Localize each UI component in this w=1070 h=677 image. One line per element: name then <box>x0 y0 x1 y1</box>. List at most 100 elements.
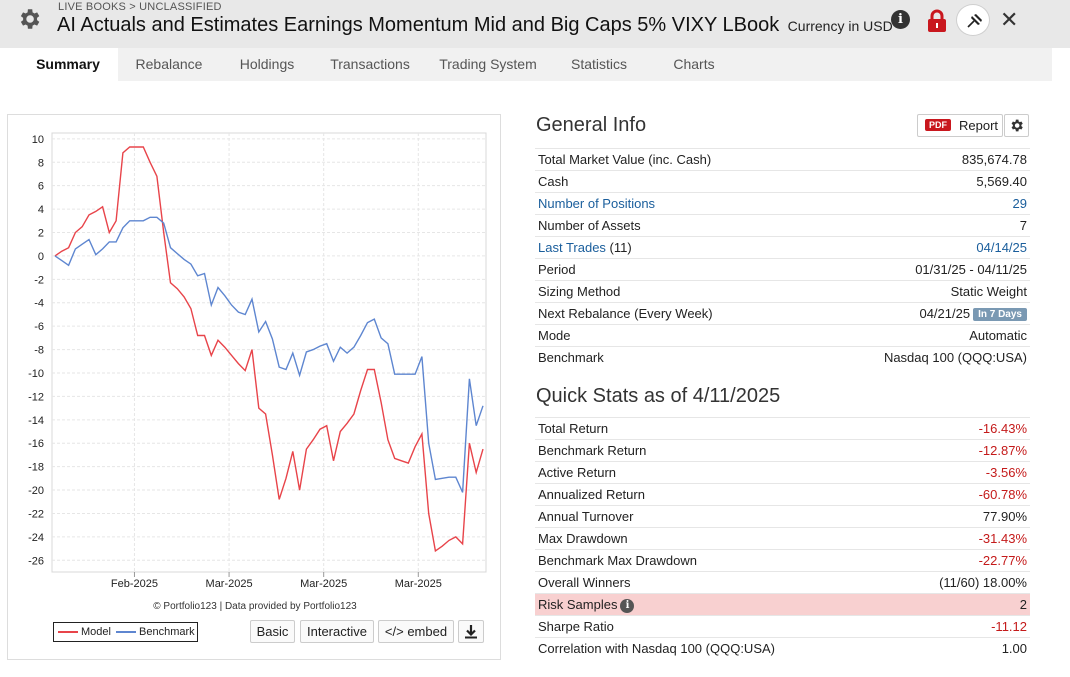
series-line-model <box>54 146 484 553</box>
x-tick-label: Mar-2025 <box>395 578 442 590</box>
interactive-button[interactable]: Interactive <box>300 620 374 643</box>
x-tick-label: Mar-2025 <box>300 578 347 590</box>
chart-credit: © Portfolio123 | Data provided by Portfo… <box>153 601 357 612</box>
currency-label: Currency in USD <box>787 18 893 34</box>
stat-value: 2 <box>891 593 1030 616</box>
breadcrumb[interactable]: LIVE BOOKS > UNCLASSIFIED <box>58 1 222 13</box>
report-settings-button[interactable] <box>1004 114 1029 137</box>
days-badge: In 7 Days <box>973 308 1027 321</box>
page-header: LIVE BOOKS > UNCLASSIFIED AI Actuals and… <box>0 0 1070 48</box>
performance-chart-panel: 10 8 6 4 2 0 -2 -4 -6 -8 -10 -12 -14 -16 -18 -20 -22 -24 -… <box>7 114 501 660</box>
info-row-benchmark: Benchmark Nasdaq 100 (QQQ:USA) <box>535 346 1030 368</box>
tab-bar: Summary Rebalance Holdings Transactions … <box>18 48 1052 81</box>
stat-label: Active Return <box>535 461 892 484</box>
stat-row-max-drawdown: Max Drawdown -31.43% <box>535 527 1030 550</box>
report-label: Report <box>959 118 999 133</box>
last-trades-date-link[interactable]: 04/14/25 <box>806 236 1030 259</box>
info-icon[interactable]: i <box>891 10 910 29</box>
tab-trading-system[interactable]: Trading System <box>439 56 537 72</box>
x-tick-label: Mar-2025 <box>206 578 253 590</box>
stat-label: Benchmark Max Drawdown <box>535 549 892 572</box>
info-row-sizing: Sizing Method Static Weight <box>535 280 1030 303</box>
info-row-last-trades: Last Trades (11) 04/14/25 <box>535 236 1030 259</box>
general-info-title: General Info <box>536 114 647 136</box>
stat-row-overall-winners: Overall Winners (11/60) 18.00% <box>535 571 1030 594</box>
stat-row-benchmark-max-drawdown: Benchmark Max Drawdown -22.77% <box>535 549 1030 572</box>
gear-icon[interactable] <box>16 6 42 32</box>
last-trades-count: (11) <box>605 240 632 255</box>
info-row-positions: Number of Positions 29 <box>535 192 1030 215</box>
chart-legend: Model Benchmark <box>53 622 198 642</box>
info-icon[interactable]: i <box>620 598 635 613</box>
stat-row-annual-turnover: Annual Turnover 77.90% <box>535 505 1030 528</box>
y-tick-label: 2 <box>38 228 44 240</box>
download-button[interactable] <box>458 620 484 643</box>
series-line-benchmark <box>54 216 484 493</box>
pdf-report-button[interactable]: PDF Report <box>917 114 1003 137</box>
x-tick-label: Feb-2025 <box>111 578 158 590</box>
tab-statistics[interactable]: Statistics <box>570 56 627 72</box>
page-title: AI Actuals and Estimates Earnings Moment… <box>57 14 780 36</box>
stat-row-total-return: Total Return -16.43% <box>535 417 1030 440</box>
settings-gear-icon <box>1011 119 1023 132</box>
tab-summary[interactable]: Summary <box>18 48 118 81</box>
info-label: Number of Assets <box>535 214 807 237</box>
y-tick-label: 10 <box>32 134 44 146</box>
stat-row-annualized-return: Annualized Return -60.78% <box>535 483 1030 506</box>
info-label: Sizing Method <box>535 280 807 303</box>
stat-label: Correlation with Nasdaq 100 (QQQ:USA) <box>535 637 892 659</box>
lock-icon[interactable] <box>926 9 948 33</box>
title-row: AI Actuals and Estimates Earnings Moment… <box>57 14 893 37</box>
legend-item-benchmark[interactable]: Benchmark <box>116 626 195 638</box>
y-tick-label: -14 <box>28 415 44 427</box>
info-row-market-value: Total Market Value (inc. Cash) 835,674.78 <box>535 148 1030 171</box>
info-label-last-trades: Last Trades (11) <box>535 236 807 259</box>
tab-charts[interactable]: Charts <box>673 56 715 72</box>
stat-value: -11.12 <box>891 615 1030 638</box>
legend-swatch-model <box>58 631 78 634</box>
info-label: Mode <box>535 324 807 347</box>
y-tick-label: -6 <box>34 321 44 333</box>
plot-frame <box>51 132 487 573</box>
last-trades-link[interactable]: Last Trades <box>538 240 606 255</box>
info-row-next-rebalance: Next Rebalance (Every Week) 04/21/25 In 7 … <box>535 302 1030 325</box>
info-value: 835,674.78 <box>806 148 1030 171</box>
stat-value: 1.00 <box>891 637 1030 659</box>
tab-rebalance[interactable]: Rebalance <box>135 56 203 72</box>
stat-value: (11/60) 18.00% <box>891 571 1030 594</box>
basic-button[interactable]: Basic <box>250 620 295 643</box>
pin-button[interactable] <box>956 4 990 36</box>
tab-holdings[interactable]: Holdings <box>239 56 295 72</box>
stat-value: -31.43% <box>891 527 1030 550</box>
info-value: 5,569.40 <box>806 170 1030 193</box>
y-tick-label: 4 <box>38 204 44 216</box>
stat-label: Total Return <box>535 417 892 440</box>
tab-transactions[interactable]: Transactions <box>330 56 410 72</box>
positions-link[interactable]: Number of Positions <box>535 192 807 215</box>
y-tick-label: -10 <box>28 368 44 380</box>
stat-value: -12.87% <box>891 439 1030 462</box>
info-value: 04/21/25 <box>919 306 971 321</box>
info-value: Nasdaq 100 (QQQ:USA) <box>806 346 1030 368</box>
info-label: Next Rebalance (Every Week) <box>535 302 807 325</box>
stat-value: -60.78% <box>891 483 1030 506</box>
close-icon[interactable]: ✕ <box>1000 8 1019 33</box>
positions-count-link[interactable]: 29 <box>806 192 1030 215</box>
legend-swatch-benchmark <box>116 631 136 634</box>
quick-stats-title: Quick Stats as of 4/11/2025 <box>536 385 781 407</box>
stat-label: Overall Winners <box>535 571 892 594</box>
info-row-cash: Cash 5,569.40 <box>535 170 1030 193</box>
quick-stats-table: Total Return -16.43% Benchmark Return -12.… <box>535 417 1030 659</box>
y-tick-label: 6 <box>38 181 44 193</box>
legend-item-model[interactable]: Model <box>58 626 111 638</box>
stat-label: Risk Samples <box>538 596 618 612</box>
info-value-wrap: 04/21/25 In 7 Days <box>806 302 1030 325</box>
stat-label: Sharpe Ratio <box>535 615 892 638</box>
download-icon <box>465 625 477 639</box>
y-tick-label: -18 <box>28 462 44 474</box>
general-info-table: Total Market Value (inc. Cash) 835,674.78… <box>535 148 1030 368</box>
y-tick-label: -4 <box>34 298 44 310</box>
y-tick-label: -8 <box>34 345 44 357</box>
embed-button[interactable]: </> embed <box>378 620 454 643</box>
info-value: Automatic <box>806 324 1030 347</box>
